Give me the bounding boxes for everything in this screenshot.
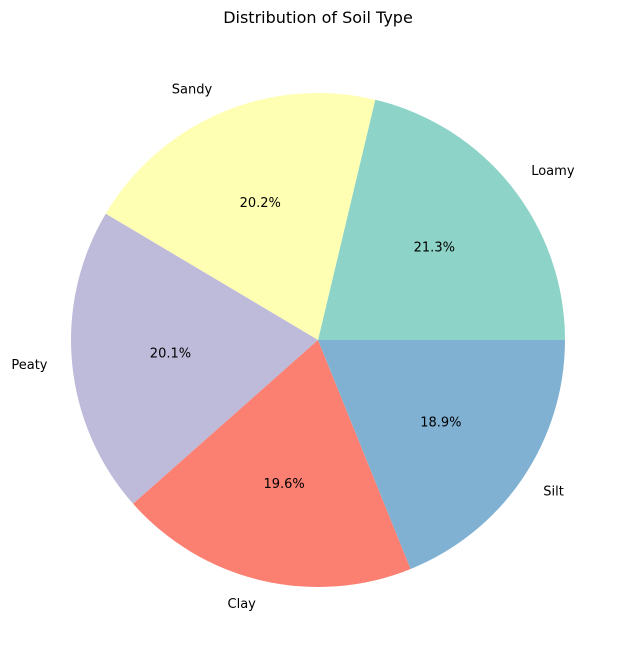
pie-category-label-clay: Clay [228, 597, 257, 612]
pie-category-label-loamy: Loamy [531, 164, 575, 179]
labels-layer: 21.3% Loamy 20.2% Sandy 20.1% Peaty 19.6% Clay 1… [11, 82, 574, 612]
slices-layer [71, 93, 565, 587]
pie-slice-clay [133, 340, 411, 587]
pie-slice-peaty [71, 213, 318, 504]
pie-slice-sandy [105, 93, 376, 340]
pie-pct-label-loamy: 21.3% [414, 241, 455, 256]
pie-pct-label-sandy: 20.2% [240, 196, 281, 211]
pie-slice-silt [318, 340, 565, 569]
pie-slice-loamy [318, 99, 565, 340]
pie-pct-label-peaty: 20.1% [150, 346, 191, 361]
pie-category-label-sandy: Sandy [172, 82, 213, 97]
pie-category-label-peaty: Peaty [11, 358, 47, 373]
pie-pct-label-clay: 19.6% [263, 477, 304, 492]
pie-category-label-silt: Silt [543, 484, 564, 499]
chart-title: Distribution of Soil Type [223, 8, 413, 27]
pie-pct-label-silt: 18.9% [420, 415, 461, 430]
